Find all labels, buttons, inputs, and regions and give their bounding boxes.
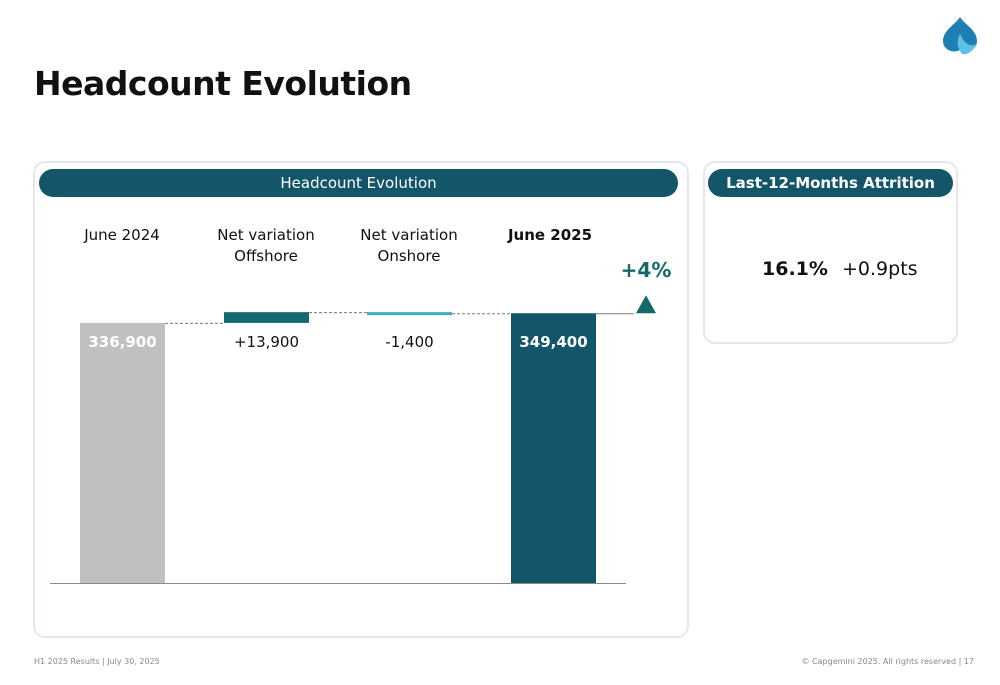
spade-logo-icon (943, 17, 977, 55)
bar-3 (511, 313, 596, 583)
category-label-net-variation-onshore: Net variation Onshore (360, 226, 458, 265)
attrition-panel-header: Last-12-Months Attrition (708, 169, 953, 197)
category-label-net-variation-offshore: Net variation Offshore (217, 226, 315, 265)
bar-2 (367, 312, 452, 316)
chart-panel-header: Headcount Evolution (39, 169, 678, 197)
page-title: Headcount Evolution (34, 64, 412, 103)
bar-value-label-1: +13,900 (234, 333, 299, 351)
attrition-value: 16.1% (762, 258, 828, 280)
bar-0 (80, 322, 165, 583)
bar-value-label-0: 336,900 (88, 333, 156, 351)
category-label-june-2025: June 2025 (507, 226, 593, 244)
bar-value-label-2: -1,400 (385, 333, 433, 351)
footer-right: © Capgemini 2025. All rights reserved | … (801, 657, 974, 666)
footer-left: H1 2025 Results | July 30, 2025 (34, 657, 160, 666)
bar-value-label-3: 349,400 (519, 333, 587, 351)
growth-percentage: +4% (620, 258, 672, 282)
category-label-june-2024: June 2024 (84, 226, 160, 244)
growth-up-triangle-icon (636, 295, 656, 314)
attrition-delta: +0.9pts (842, 258, 918, 280)
bar-1 (224, 312, 309, 323)
